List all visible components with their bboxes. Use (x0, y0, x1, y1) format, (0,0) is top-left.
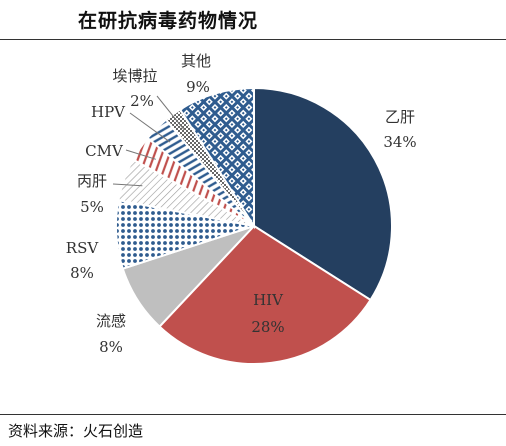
slice-label-2: 流感 (96, 312, 126, 330)
pie-slice-1 (158, 224, 372, 365)
slice-label-8: 其他 (181, 52, 211, 70)
slice-label-1: HIV (253, 291, 284, 309)
leader-line-7 (156, 95, 185, 131)
slice-label-5: CMV (85, 142, 124, 160)
leader-line-6 (129, 112, 171, 143)
slice-label-4: 丙肝 (77, 172, 107, 190)
slice-percent-1: 28% (251, 318, 284, 336)
slice-percent-2: 8% (99, 338, 123, 356)
title-rule (0, 39, 506, 40)
chart-title: 在研抗病毒药物情况 (78, 10, 259, 32)
source-note: 资料来源：火石创造 (8, 422, 144, 440)
source-rule (0, 414, 506, 415)
slice-label-3: RSV (66, 239, 100, 257)
slice-percent-4: 5% (80, 198, 104, 216)
slice-label-0: 乙肝 (385, 108, 415, 126)
leader-line-5 (125, 149, 156, 160)
slice-percent-3: 8% (70, 264, 94, 282)
slice-label-7: 埃博拉 (112, 67, 157, 85)
pie-slice-8 (178, 86, 255, 230)
leader-line-4 (112, 183, 143, 187)
slice-percent-8: 9% (186, 78, 210, 96)
slice-label-6: HPV (91, 103, 126, 121)
slice-percent-0: 34% (383, 133, 416, 151)
slice-percent-7: 2% (130, 92, 154, 110)
